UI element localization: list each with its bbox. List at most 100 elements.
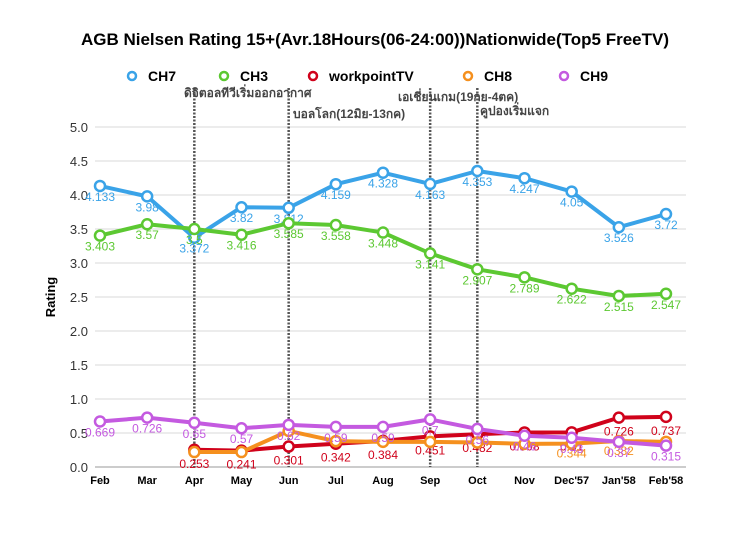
x-tick-label: Aug [372, 475, 393, 487]
legend-label: workpointTV [328, 68, 414, 84]
legend-marker [307, 70, 319, 82]
data-label: 4.247 [509, 182, 539, 196]
data-point [659, 439, 673, 452]
data-label: 3.82 [230, 211, 254, 225]
data-point [612, 435, 626, 449]
data-label: 0.726 [604, 425, 634, 439]
data-label: 0.726 [132, 422, 162, 436]
data-label: 4.133 [85, 190, 115, 204]
y-tick-label: 1.0 [70, 392, 88, 407]
y-tick-label: 2.0 [70, 324, 88, 339]
x-tick-label: Apr [185, 475, 205, 487]
annotation-text: เอเชี่ยนเกม(19กย-4ตค) [398, 88, 518, 104]
legend-marker [126, 70, 138, 82]
data-point [282, 216, 295, 230]
data-point [518, 171, 531, 185]
data-label: 0.56 [466, 433, 490, 447]
x-tick-label: Feb [90, 475, 110, 487]
data-point [659, 287, 673, 301]
data-label: 3.372 [179, 242, 209, 256]
data-label: 4.163 [415, 188, 445, 202]
data-label: 0.451 [415, 443, 445, 457]
data-point [423, 177, 437, 191]
data-label: 0.43 [560, 442, 584, 456]
y-tick-label: 3.5 [70, 222, 88, 237]
data-point [423, 413, 437, 426]
annotation-text: ดิจิตอลทีวีเริ่มออกอากาศ [184, 84, 312, 100]
data-label: 0.65 [183, 427, 207, 441]
data-label: 0.344 [557, 447, 587, 461]
data-point [282, 440, 295, 453]
data-point [282, 418, 295, 432]
data-point [188, 222, 201, 236]
data-label: 0.46 [513, 440, 537, 454]
data-point [188, 445, 201, 459]
data-point [423, 435, 437, 449]
data-label: 0.253 [179, 457, 209, 471]
legend-marker [218, 70, 230, 82]
data-point [659, 207, 673, 221]
data-point [612, 289, 626, 303]
data-label: 2.789 [509, 281, 539, 295]
y-tick-label: 2.5 [70, 290, 88, 305]
data-point [565, 185, 578, 198]
data-label: 3.526 [604, 231, 634, 245]
data-point [329, 420, 343, 434]
data-point [471, 263, 484, 276]
data-label: 0.59 [371, 431, 395, 445]
data-point [235, 445, 248, 459]
data-point [188, 416, 201, 430]
x-tick-label: Sep [420, 475, 440, 487]
data-point [612, 220, 626, 234]
data-label: 4.328 [368, 177, 398, 191]
data-point [329, 434, 343, 448]
data-point [235, 228, 248, 241]
data-label: 3.448 [368, 237, 398, 251]
data-label: 0.7 [422, 423, 439, 437]
data-point [423, 247, 437, 260]
data-label: 0.669 [85, 426, 115, 440]
x-tick-label: Dec'57 [554, 475, 589, 487]
legend-label: CH8 [484, 68, 512, 84]
data-point [93, 229, 107, 242]
data-point [376, 226, 390, 239]
data-point [471, 436, 484, 449]
data-point [471, 422, 484, 436]
data-label: 3.416 [226, 239, 256, 253]
data-point [329, 177, 343, 191]
y-axis-title: Rating [43, 277, 58, 318]
y-tick-label: 4.0 [70, 188, 88, 203]
data-point [518, 429, 531, 442]
data-label: 4.159 [321, 188, 351, 202]
x-tick-label: Feb'58 [649, 475, 683, 487]
y-tick-label: 4.5 [70, 154, 88, 169]
y-tick-label: 0.0 [70, 460, 88, 475]
x-tick-label: Jul [328, 475, 344, 487]
x-tick-label: Jan'58 [602, 475, 636, 487]
data-label: 2.547 [651, 298, 681, 312]
y-tick-label: 1.5 [70, 358, 88, 373]
data-point [235, 421, 248, 435]
data-point [140, 217, 154, 231]
x-tick-label: Nov [514, 475, 536, 487]
annotation-text: บอลโลก(12มิย-13กค) [293, 106, 405, 121]
chart-title: AGB Nielsen Rating 15+(Avr.18Hours(06-24… [80, 30, 670, 49]
legend-label: CH3 [240, 68, 268, 84]
data-label: 0.384 [368, 448, 398, 462]
legend-marker [558, 70, 570, 82]
x-tick-label: Jun [279, 475, 299, 487]
y-tick-label: 3.0 [70, 256, 88, 271]
data-point [659, 410, 673, 424]
data-point [93, 179, 107, 193]
data-point [140, 190, 154, 203]
data-label: 0.342 [321, 451, 351, 465]
x-tick-label: May [231, 475, 253, 487]
data-label: 2.907 [462, 273, 492, 287]
data-point [93, 415, 107, 428]
legend-label: CH7 [148, 68, 176, 84]
annotation-text: คูปองเริ่มแจก [480, 102, 549, 119]
data-label: 3.98 [135, 200, 159, 214]
data-label: 3.57 [135, 228, 159, 242]
data-label: 3.403 [85, 240, 115, 254]
data-point [329, 218, 343, 232]
